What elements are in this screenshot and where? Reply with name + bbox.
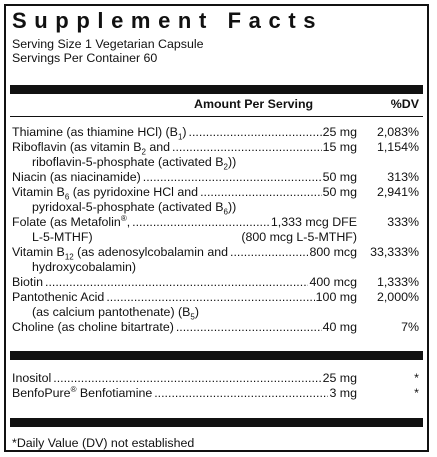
leader-dots: ........................................… (172, 140, 322, 154)
row-label: Riboflavin (as vitamin B2 and (12, 140, 171, 157)
amount-per-serving-header: Amount Per Serving (194, 97, 314, 111)
row-dv: * (414, 371, 419, 385)
leader-dots: ........................................… (230, 245, 309, 259)
table-row: BenfoPure® Benfotiamine 3 mg.............… (12, 384, 421, 401)
row-amount: 1,333 mcg DFE (270, 215, 357, 229)
supplement-facts-panel: Supplement Facts Serving Size 1 Vegetari… (4, 4, 429, 452)
row-amount: 25 mg (322, 125, 357, 139)
row-dv: 1,154% (376, 140, 419, 154)
table-row: L-5-MTHF) (800 mcg L-5-MTHF) (12, 230, 421, 245)
row-amount: 15 mg (322, 140, 357, 154)
row-label-continued: (as calcium pantothenate) (B5) (32, 305, 199, 322)
row-label: Folate (as Metafolin®, (12, 213, 131, 229)
row-label: Vitamin B12 (as adenosylcobalamin and (12, 245, 229, 262)
table-row: Niacin (as niacinamide) 50 mg............… (12, 170, 421, 185)
row-dv: * (414, 386, 419, 400)
table-row: Folate (as Metafolin®, 1,333 mcg DFE.....… (12, 213, 421, 230)
table-row: Riboflavin (as vitamin B2 and 15 mg......… (12, 140, 421, 157)
table-row: Pantothenic Acid 100 mg..................… (12, 290, 421, 305)
superscript: ® (120, 213, 127, 223)
dv-header: %DV (390, 97, 419, 111)
table-row: hydroxycobalamin) (12, 260, 421, 275)
row-label: Inositol (12, 371, 52, 385)
row-amount: 3 mg (329, 386, 357, 400)
row-dv: 2,083% (376, 125, 419, 139)
header-divider (10, 116, 423, 117)
row-dv: 313% (387, 170, 419, 184)
servings-per-container: Servings Per Container 60 (12, 51, 158, 65)
row-label: Niacin (as niacinamide) (12, 170, 141, 184)
leader-dots: ........................................… (188, 125, 322, 139)
row-dv: 2,000% (376, 290, 419, 304)
leader-dots: ........................................… (142, 170, 322, 184)
table-row: Vitamin B6 (as pyridoxine HCl and 50 mg..… (12, 185, 421, 202)
row-label: Vitamin B6 (as pyridoxine HCl and (12, 185, 199, 202)
row-label: Biotin (12, 275, 43, 289)
subscript: 6 (64, 192, 70, 202)
row-label-continued: hydroxycobalamin) (32, 260, 136, 274)
leader-dots: ........................................… (200, 185, 322, 199)
leader-dots: ........................................… (154, 386, 328, 400)
subscript: 12 (64, 252, 74, 262)
row-label: Thiamine (as thiamine HCl) (B1) (12, 125, 187, 142)
row-amount: 25 mg (322, 371, 357, 385)
top-thick-divider (10, 85, 423, 94)
other-ingredient-rows: Inositol 25 mg...........................… (12, 371, 421, 401)
leader-dots: ........................................… (132, 215, 270, 229)
row-dv: 333% (387, 215, 419, 229)
superscript: ® (70, 384, 77, 394)
nutrient-rows: Thiamine (as thiamine HCl) (B1) 25 mg....… (12, 125, 421, 335)
table-row: Thiamine (as thiamine HCl) (B1) 25 mg....… (12, 125, 421, 142)
row-amount: 50 mg (322, 170, 357, 184)
table-row: Biotin 400 mcg...........................… (12, 275, 421, 290)
row-label: Choline (as choline bitartrate) (12, 320, 174, 334)
row-dv: 2,941% (376, 185, 419, 199)
row-label-continued: L-5-MTHF) (32, 230, 93, 244)
table-row: pyridoxal-5-phosphate (activated B6)) (12, 200, 421, 217)
row-amount-note: (800 mcg L-5-MTHF) (241, 230, 357, 244)
table-row: Inositol 25 mg...........................… (12, 371, 421, 386)
row-label-continued: riboflavin-5-phosphate (activated B2)) (32, 155, 237, 172)
row-label-continued: pyridoxal-5-phosphate (activated B6)) (32, 200, 237, 217)
table-row: (as calcium pantothenate) (B5) (12, 305, 421, 322)
row-dv: 1,333% (376, 275, 419, 289)
leader-dots: ........................................… (45, 275, 308, 289)
row-amount: 40 mg (322, 320, 357, 334)
serving-info: Serving Size 1 Vegetarian Capsule Servin… (12, 37, 204, 65)
subscript: 5 (190, 312, 195, 322)
panel-title: Supplement Facts (12, 8, 324, 33)
row-amount: 400 mcg (309, 275, 357, 289)
row-amount: 50 mg (322, 185, 357, 199)
row-label: Pantothenic Acid (12, 290, 105, 304)
row-dv: 7% (401, 320, 419, 334)
table-row: riboflavin-5-phosphate (activated B2)) (12, 155, 421, 172)
middle-thick-divider (10, 351, 423, 360)
row-label: BenfoPure® Benfotiamine (12, 384, 153, 400)
leader-dots: ........................................… (175, 320, 322, 334)
subscript: 2 (141, 147, 146, 157)
footnote: *Daily Value (DV) not established (12, 436, 195, 450)
bottom-thick-divider (10, 418, 423, 427)
subscript: 1 (177, 132, 183, 142)
serving-size: Serving Size 1 Vegetarian Capsule (12, 37, 204, 51)
subscript: 2 (223, 162, 228, 172)
leader-dots: ........................................… (106, 290, 314, 304)
leader-dots: ........................................… (53, 371, 322, 385)
table-row: Vitamin B12 (as adenosylcobalamin and 800… (12, 245, 421, 262)
row-amount: 100 mg (315, 290, 357, 304)
subscript: 6 (223, 207, 228, 217)
row-amount: 800 mcg (309, 245, 357, 259)
row-dv: 33,333% (370, 245, 419, 259)
table-row: Choline (as choline bitartrate) 40 mg....… (12, 320, 421, 335)
